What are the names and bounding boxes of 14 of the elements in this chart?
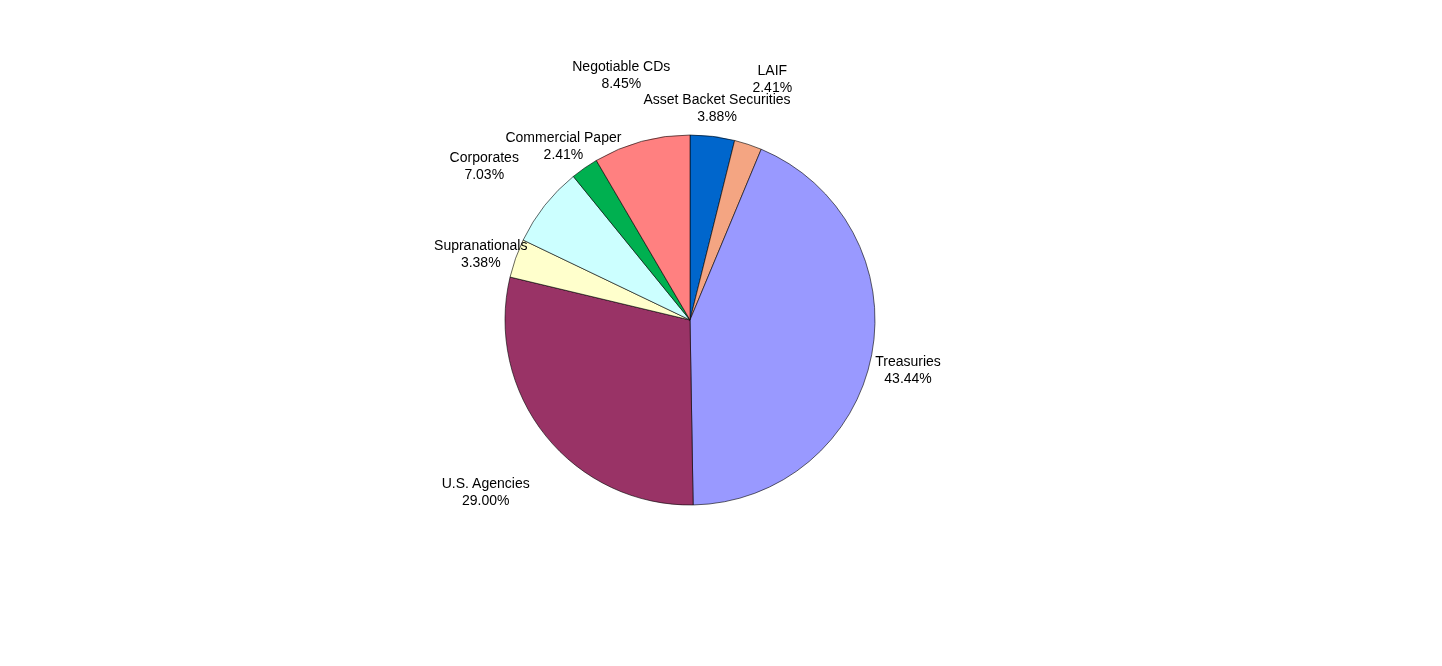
slice-label: Supranationals (434, 236, 528, 253)
slice-label: Commercial Paper (505, 128, 622, 145)
data-label: 29.00% (461, 492, 510, 509)
data-label: 8.45% (601, 75, 642, 92)
data-label: 43.44% (884, 369, 932, 386)
slice-label: Negotiable CDs (572, 58, 671, 75)
slice-label: U.S. Agencies (441, 475, 530, 492)
slice-label: Treasuries (875, 352, 941, 369)
data-label: 2.41% (543, 145, 584, 162)
data-label: 3.38% (460, 253, 501, 270)
data-label: 7.03% (464, 165, 505, 182)
slice-label: Corporates (449, 148, 519, 165)
slice-label: LAIF (757, 62, 788, 79)
data-label: 3.88% (697, 107, 737, 124)
